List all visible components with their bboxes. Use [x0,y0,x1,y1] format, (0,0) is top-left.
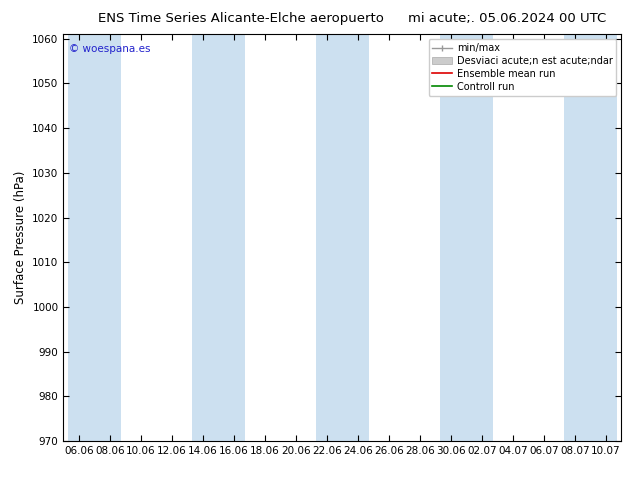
Bar [564,34,617,441]
Y-axis label: Surface Pressure (hPa): Surface Pressure (hPa) [14,171,27,304]
Text: © woespana.es: © woespana.es [69,45,150,54]
Text: mi acute;. 05.06.2024 00 UTC: mi acute;. 05.06.2024 00 UTC [408,12,606,25]
Bar [192,34,245,441]
Bar [440,34,493,441]
Legend: min/max, Desviaci acute;n est acute;ndar, Ensemble mean run, Controll run: min/max, Desviaci acute;n est acute;ndar… [429,39,616,96]
Bar [68,34,120,441]
Text: ENS Time Series Alicante-Elche aeropuerto: ENS Time Series Alicante-Elche aeropuert… [98,12,384,25]
Bar [316,34,369,441]
